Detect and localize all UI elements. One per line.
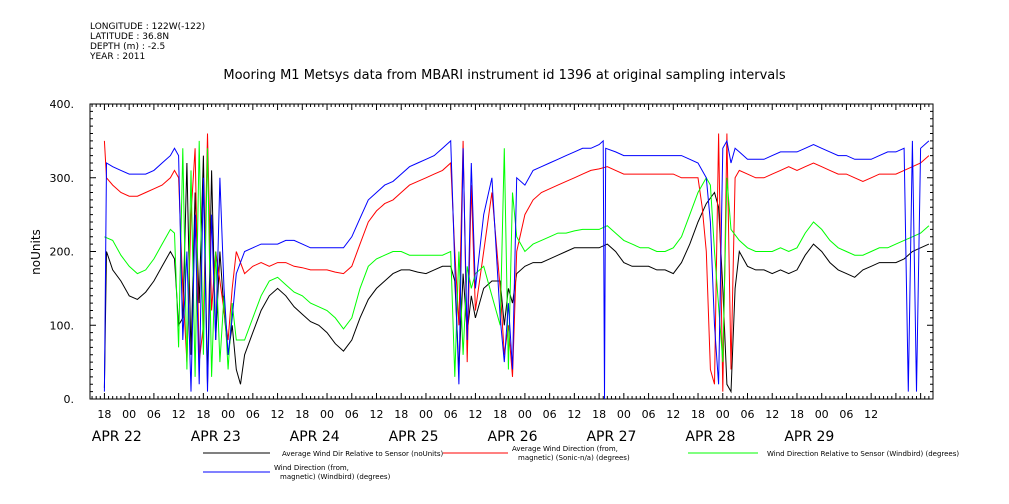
x-tick-label: 18 [196,408,210,421]
legend-label-line: Average Wind Direction (from, [512,445,618,453]
y-tick-label: 100. [50,319,75,332]
x-tick-label: 00 [122,408,136,421]
x-day-label: APR 24 [290,429,340,445]
x-tick-label: 00 [221,408,235,421]
y-axis-label: noUnits [29,229,43,275]
x-tick-label: 12 [567,408,581,421]
x-tick-label: 06 [642,408,656,421]
legend-label-1: Average Wind Dir Relative to Sensor (noU… [282,450,443,458]
y-tick-label: 200. [50,246,75,259]
x-axis: 18 00 06 12 18 00 06 12 18 00 06 12 18 00 06 12 18 00 06 12… [91,104,934,445]
legend-label-4: Wind Direction (from, magnetic) (Windbird… [274,464,391,481]
y-axis: 0. 100. 200. 300. 400. [50,98,933,406]
x-day-label: APR 23 [191,429,241,445]
x-tick-label: 12 [369,408,383,421]
x-tick-label: 06 [740,408,754,421]
x-tick-label: 18 [97,408,111,421]
x-tick-label: 06 [246,408,260,421]
x-tick-label: 18 [394,408,408,421]
legend-label-2: Average Wind Direction (from, magnetic) (… [512,445,630,462]
x-tick-label: 12 [468,408,482,421]
latitude-text: LATITUDE : 36.8N [90,32,170,42]
x-tick-label: 06 [147,408,161,421]
series-layer [103,133,930,400]
x-day-label: APR 28 [685,429,735,445]
x-tick-label: 06 [444,408,458,421]
metadata-block: LONGITUDE : 122W(-122) LATITUDE : 36.8N … [90,22,205,62]
x-day-label: APR 27 [586,429,636,445]
x-tick-label: 00 [320,408,334,421]
y-tick-label: 0. [64,393,75,406]
x-tick-label: 18 [493,408,507,421]
legend-label-line: magnetic) (Sonic-n/a) (degrees) [518,454,630,462]
longitude-text: LONGITUDE : 122W(-122) [90,22,206,32]
x-tick-label: 12 [864,408,878,421]
x-tick-label: 12 [172,408,186,421]
x-tick-label: 12 [765,408,779,421]
x-tick-label: 18 [592,408,606,421]
x-tick-label: 00 [518,408,532,421]
chart-title: Mooring M1 Metsys data from MBARI instru… [223,68,786,83]
x-tick-label: 18 [691,408,705,421]
x-tick-label: 06 [543,408,557,421]
x-tick-label: 00 [815,408,829,421]
x-tick-label: 18 [295,408,309,421]
x-day-label: APR 25 [389,429,439,445]
legend-label-line: Average Wind Dir Relative to Sensor (noU… [282,450,443,458]
x-day-label: APR 22 [92,429,142,445]
x-day-label: APR 29 [784,429,834,445]
x-tick-label: 06 [839,408,853,421]
x-tick-label: 00 [716,408,730,421]
x-tick-label: 06 [345,408,359,421]
y-tick-label: 300. [50,172,75,185]
x-tick-label: 12 [666,408,680,421]
legend-label-3: Wind Direction Relative to Sensor (Windb… [767,450,959,458]
series-line-4 [103,139,930,400]
legend-label-line: magnetic) (Windbird) (degrees) [280,473,391,481]
legend-label-line: Wind Direction Relative to Sensor (Windb… [767,450,959,458]
x-tick-label: 18 [790,408,804,421]
x-tick-label: 00 [617,408,631,421]
year-text: YEAR : 2011 [90,52,146,62]
legend: Average Wind Dir Relative to Sensor (noU… [203,445,959,481]
series-line-3 [104,140,930,377]
legend-label-line: Wind Direction (from, [274,464,349,472]
x-tick-label: 12 [271,408,285,421]
depth-text: DEPTH (m) : -2.5 [90,42,166,52]
x-tick-label: 00 [419,408,433,421]
x-day-label: APR 26 [488,429,538,445]
y-tick-label: 400. [50,98,75,111]
